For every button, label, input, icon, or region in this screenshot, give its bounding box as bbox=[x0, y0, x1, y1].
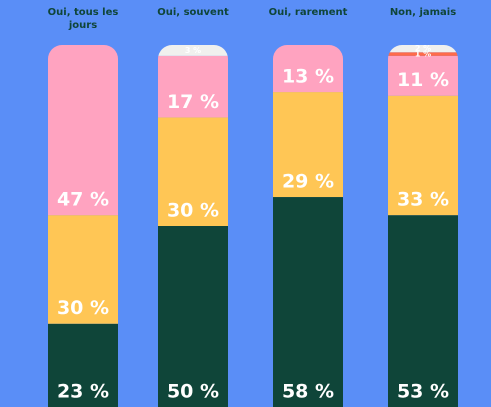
value-label: 53 % bbox=[397, 381, 449, 403]
bar-segment bbox=[48, 215, 118, 324]
bar-segment bbox=[158, 226, 228, 407]
bar-segment bbox=[388, 52, 458, 56]
value-label: 11 % bbox=[397, 69, 449, 91]
bar-group bbox=[273, 45, 343, 407]
bar-group bbox=[48, 45, 118, 407]
category-label: Oui, tous les jours bbox=[47, 7, 119, 31]
bar-group bbox=[158, 45, 228, 407]
bar-segment bbox=[158, 117, 228, 226]
bar-segment bbox=[273, 197, 343, 407]
bar-group bbox=[388, 45, 458, 407]
bar-segment bbox=[273, 92, 343, 198]
value-label: 23 % bbox=[57, 381, 109, 403]
value-label: 1 % bbox=[415, 50, 431, 59]
bar-segment bbox=[48, 323, 118, 407]
value-label: 29 % bbox=[282, 171, 334, 193]
value-label: 58 % bbox=[282, 381, 334, 403]
category-label: Non, jamais bbox=[389, 7, 457, 18]
bar-segment bbox=[388, 95, 458, 216]
bar-segment bbox=[388, 215, 458, 407]
bar-segment bbox=[158, 55, 228, 118]
bar-segment bbox=[388, 45, 458, 53]
value-label: 33 % bbox=[397, 189, 449, 211]
value-label: 13 % bbox=[282, 66, 334, 88]
value-label: 17 % bbox=[167, 91, 219, 113]
value-label: 3 % bbox=[185, 46, 201, 55]
value-label: 30 % bbox=[167, 200, 219, 222]
bar-segment bbox=[158, 45, 228, 56]
bar-segment bbox=[48, 45, 118, 216]
value-label: 50 % bbox=[167, 381, 219, 403]
category-label: Oui, rarement bbox=[268, 7, 348, 18]
category-label: Oui, souvent bbox=[157, 7, 229, 18]
value-label: 47 % bbox=[57, 189, 109, 211]
bar-segment bbox=[273, 45, 343, 93]
value-label: 2 % bbox=[415, 44, 431, 53]
bar-segment bbox=[388, 55, 458, 96]
value-label: 30 % bbox=[57, 297, 109, 319]
